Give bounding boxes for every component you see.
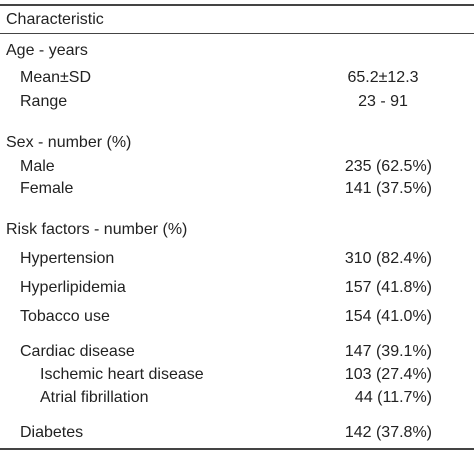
bottom-rule <box>0 448 474 450</box>
header: Characteristic <box>6 11 104 28</box>
section-label: Sex - number (%) <box>6 134 132 151</box>
row-label: Male <box>20 158 55 175</box>
row-value: 23 - 91 <box>358 93 408 110</box>
row-value: 157 (41.8%) <box>344 279 432 296</box>
row-label: Hyperlipidemia <box>20 279 126 296</box>
row-label: Cardiac disease <box>20 343 135 360</box>
row-value: 141 (37.5%) <box>344 180 432 197</box>
header-rule <box>0 33 474 34</box>
row-label: Atrial fibrillation <box>40 389 149 406</box>
row-label: Tobacco use <box>20 308 110 325</box>
row-label: Ischemic heart disease <box>40 366 204 383</box>
section-label: Age - years <box>6 42 88 59</box>
section-label: Risk factors - number (%) <box>6 221 188 238</box>
row-value: 65.2±12.3 <box>347 69 419 86</box>
row-label: Range <box>20 93 68 110</box>
row-value: 103 (27.4%) <box>344 366 432 383</box>
row-value: 44 (11.7%) <box>354 389 432 406</box>
row-value: 310 (82.4%) <box>344 250 432 267</box>
top-rule <box>0 4 474 6</box>
row-label: Female <box>20 180 74 197</box>
row-label: Hypertension <box>20 250 115 267</box>
row-value: 235 (62.5%) <box>344 158 432 175</box>
row-value: 142 (37.8%) <box>344 424 432 441</box>
row-label: Diabetes <box>20 424 84 441</box>
row-label: Mean±SD <box>20 69 92 86</box>
row-value: 147 (39.1%) <box>344 343 432 360</box>
row-value: 154 (41.0%) <box>344 308 432 325</box>
